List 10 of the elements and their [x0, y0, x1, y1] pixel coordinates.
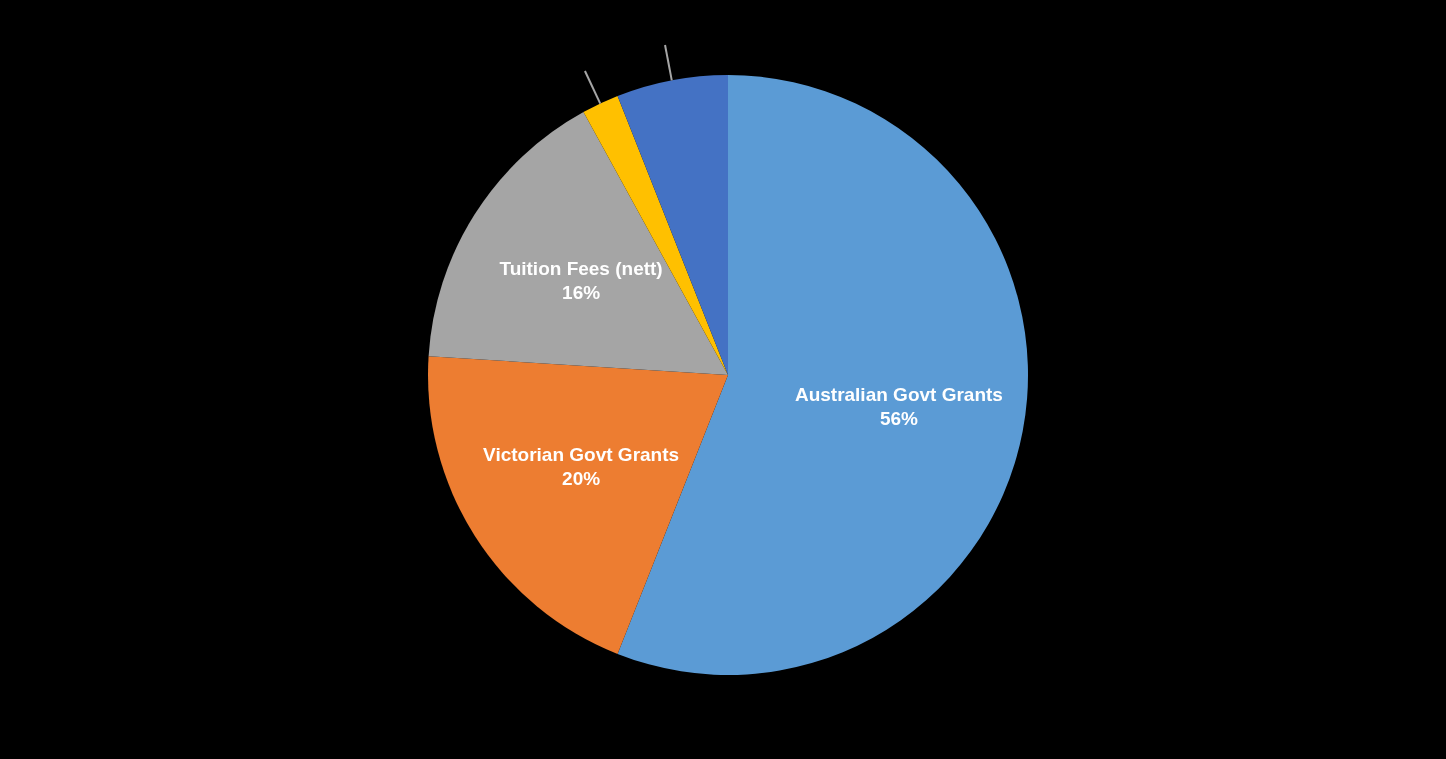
data-label: 56% [879, 407, 919, 429]
slice-label: Victorian Govt Grants [483, 444, 680, 466]
pie-slice [617, 75, 1028, 675]
pie-slice [428, 356, 728, 654]
slice-label: Australian Govt Grants [794, 383, 1003, 405]
data-label: 20% [562, 468, 601, 490]
data-label: 16% [562, 281, 601, 303]
pie-slice [428, 112, 728, 375]
pie-slice [617, 75, 728, 375]
slice-label: Tuition Fees (nett) [499, 257, 663, 279]
